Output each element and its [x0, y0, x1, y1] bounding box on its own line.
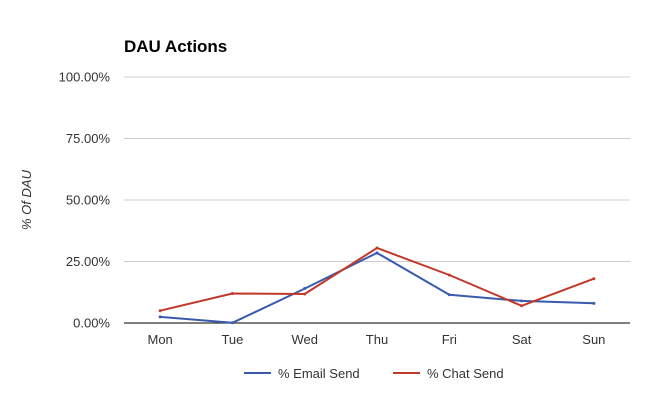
legend-item-email-send[interactable]: % Email Send: [244, 366, 360, 381]
y-tick-label: 25.00%: [66, 254, 111, 269]
data-point[interactable]: [520, 304, 524, 308]
data-point[interactable]: [375, 246, 379, 250]
y-axis-title: % Of DAU: [19, 169, 34, 230]
legend-label: % Email Send: [278, 366, 360, 381]
x-axis-ticks: Mon Tue Wed Thu Fri Sat Sun: [147, 332, 605, 347]
x-tick-label: Thu: [366, 332, 388, 347]
data-point[interactable]: [520, 299, 524, 303]
data-point[interactable]: [303, 292, 307, 296]
data-point[interactable]: [592, 301, 596, 305]
x-tick-label: Mon: [147, 332, 172, 347]
y-tick-label: 100.00%: [59, 70, 111, 85]
data-point[interactable]: [230, 321, 234, 325]
chart-title: DAU Actions: [124, 37, 227, 56]
x-tick-label: Wed: [291, 332, 318, 347]
data-point[interactable]: [447, 273, 451, 277]
x-tick-label: Sat: [512, 332, 532, 347]
gridlines: [124, 76, 630, 324]
y-tick-label: 50.00%: [66, 193, 111, 208]
data-point[interactable]: [447, 293, 451, 297]
data-point[interactable]: [303, 287, 307, 291]
data-point[interactable]: [158, 309, 162, 313]
legend-item-chat-send[interactable]: % Chat Send: [393, 366, 504, 381]
legend: % Email Send % Chat Send: [244, 366, 504, 381]
data-point[interactable]: [375, 251, 379, 255]
legend-label: % Chat Send: [427, 366, 504, 381]
x-tick-label: Fri: [442, 332, 457, 347]
x-tick-label: Sun: [582, 332, 605, 347]
series-lines: [158, 246, 596, 325]
y-tick-label: 75.00%: [66, 131, 111, 146]
data-point[interactable]: [230, 291, 234, 295]
x-tick-label: Tue: [221, 332, 243, 347]
y-axis-ticks: 0.00% 25.00% 50.00% 75.00% 100.00%: [59, 70, 111, 331]
data-point[interactable]: [158, 315, 162, 319]
series-line-email-send[interactable]: [159, 251, 595, 324]
y-tick-label: 0.00%: [73, 316, 110, 331]
data-point[interactable]: [592, 277, 596, 281]
